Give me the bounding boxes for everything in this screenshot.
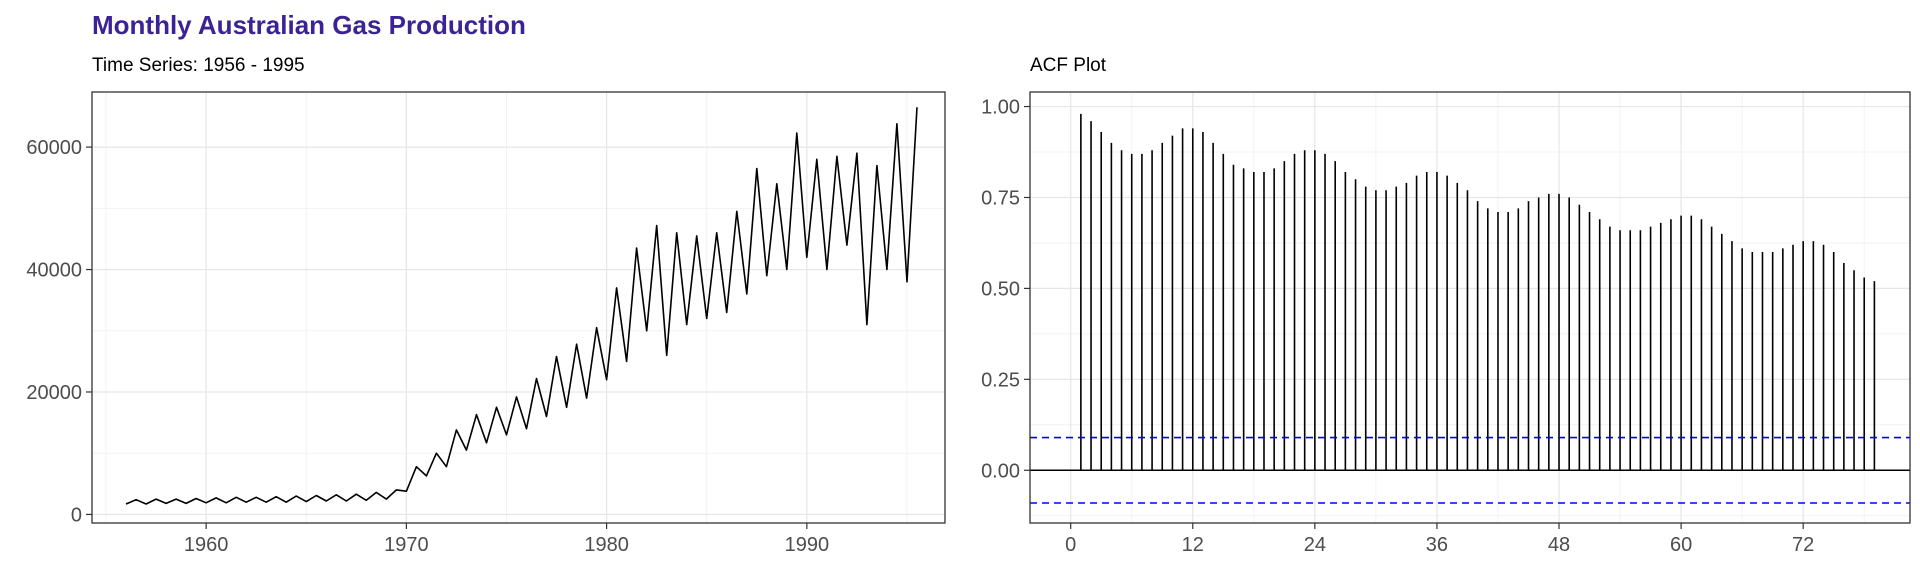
series-line [125, 107, 918, 505]
panel-background [1030, 92, 1910, 523]
y-tick-label: 60000 [26, 137, 82, 159]
y-tick-label: 0.50 [981, 278, 1020, 300]
panel-border [1029, 91, 1911, 524]
panel-border [91, 91, 946, 524]
y-tick-label: 1.00 [981, 97, 1020, 119]
x-tick-label: 1980 [584, 534, 629, 556]
x-tick-label: 1960 [184, 534, 229, 556]
x-tick-label: 48 [1548, 534, 1570, 556]
y-tick-label: 0 [71, 504, 82, 526]
page-title: Monthly Australian Gas Production [92, 10, 526, 40]
x-tick-label: 1990 [785, 534, 830, 556]
y-tick-label: 0.75 [981, 187, 1020, 209]
acf-subtitle: ACF Plot [1030, 55, 1107, 76]
x-tick-label: 12 [1182, 534, 1204, 556]
y-tick-label: 0.00 [981, 460, 1020, 482]
x-tick-label: 60 [1670, 534, 1692, 556]
x-tick-label: 0 [1065, 534, 1076, 556]
y-tick-label: 20000 [26, 382, 82, 404]
time-series-subtitle: Time Series: 1956 - 1995 [92, 55, 305, 76]
acf-panel: 0 12 24 36 48 60 72 0.00 0.25 0.50 0.75 1.00 [981, 91, 1911, 556]
y-tick-label: 40000 [26, 260, 82, 282]
x-tick-label: 24 [1304, 534, 1326, 556]
panel-background [92, 92, 945, 523]
time-series-panel: 1960 1970 1980 1990 0 20000 40000 60000 [26, 91, 946, 556]
x-tick-label: 1970 [384, 534, 429, 556]
y-tick-label: 0.25 [981, 369, 1020, 391]
x-tick-label: 72 [1792, 534, 1814, 556]
x-tick-label: 36 [1426, 534, 1448, 556]
